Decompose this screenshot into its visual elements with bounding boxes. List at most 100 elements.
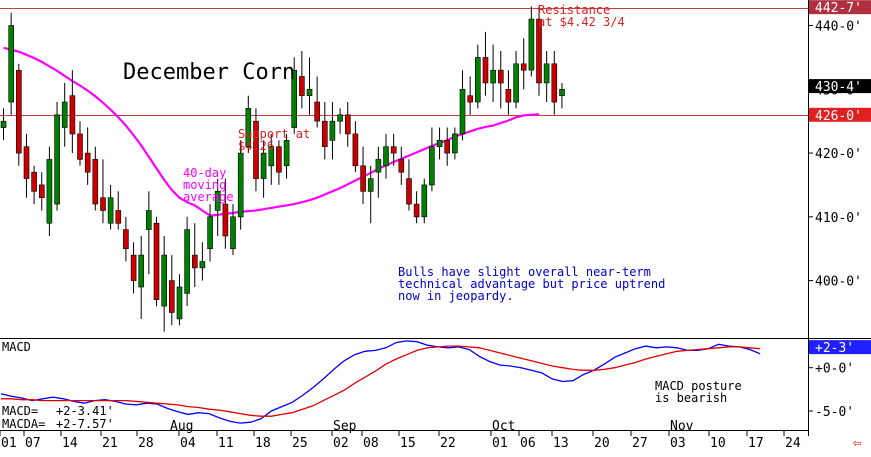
time-tick-label: 04 <box>180 436 196 451</box>
month-label: Nov <box>670 419 694 434</box>
macd-legend-value: +2-3.41' <box>56 404 114 418</box>
candle-body <box>61 101 68 128</box>
candle-body <box>146 210 152 230</box>
candle-69 <box>528 6 535 77</box>
price-tick-label: 420-0' <box>815 147 862 162</box>
candle-5 <box>38 172 45 211</box>
candle-body <box>474 57 481 103</box>
time-tick-label: 11 <box>218 436 234 451</box>
candle-body <box>276 146 282 173</box>
candle-3 <box>23 133 30 198</box>
candle-63 <box>482 31 489 96</box>
candle-body <box>482 57 489 84</box>
time-axis-labels: 01 07 14 21 28 04 11 18 25 02 08 15 22 01 06 13 20 27 03 10… <box>0 419 801 451</box>
candlestick-series <box>0 6 565 332</box>
candle-body <box>199 261 206 269</box>
candle-body <box>237 152 244 218</box>
outlook-note-line-2: technical advantage but price uptrend <box>398 277 665 291</box>
candle-body <box>490 69 496 84</box>
chart-title: December Corn <box>123 60 295 85</box>
time-tick-label: 01 <box>1 436 17 451</box>
candle-47 <box>360 146 366 205</box>
time-tick-label: 18 <box>255 436 271 451</box>
macd-legend-label: MACD= <box>2 404 38 418</box>
candle-10 <box>77 121 83 166</box>
candle-body <box>260 152 267 179</box>
candle-65 <box>497 51 504 109</box>
candle-body <box>375 159 382 173</box>
candle-body <box>306 89 313 97</box>
candle-27 <box>207 204 213 262</box>
month-label: Sep <box>333 419 357 434</box>
candle-66 <box>505 70 512 115</box>
macd-tick-label: +0-0' <box>815 362 854 377</box>
candle-body <box>153 222 160 300</box>
candle-body <box>360 165 366 192</box>
candle-52 <box>398 146 405 185</box>
price-tick-label: 410-0' <box>815 211 862 226</box>
time-tick-label: 14 <box>62 436 78 451</box>
candle-31 <box>237 140 244 230</box>
time-tick-label: 10 <box>710 436 726 451</box>
month-label: Oct <box>492 419 515 434</box>
price-tag-0: 442-7' <box>809 0 871 16</box>
candle-15 <box>115 191 122 230</box>
candle-body <box>505 89 512 103</box>
candle-body <box>176 286 183 320</box>
candle-20 <box>153 216 160 307</box>
candle-body <box>536 18 542 84</box>
candle-73 <box>559 82 565 109</box>
candle-24 <box>184 216 190 307</box>
price-tag-1-label: 430-4' <box>815 80 862 95</box>
candle-56 <box>429 127 435 192</box>
candle-body <box>520 63 527 71</box>
macd-tag-0-box <box>809 340 871 355</box>
time-tick-label: 25 <box>292 436 308 451</box>
time-tick-label: 24 <box>785 436 801 451</box>
candle-36 <box>276 140 282 185</box>
candle-29 <box>222 178 229 249</box>
price-tick-label: 440-0' <box>815 20 862 35</box>
candle-body <box>54 114 60 205</box>
time-tick-label: 28 <box>138 436 154 451</box>
time-tick-label: 07 <box>25 436 41 451</box>
macd-tag-0-label: +2-3' <box>815 341 854 356</box>
candle-body <box>100 197 106 211</box>
candle-57 <box>436 127 443 160</box>
candle-body <box>513 63 519 103</box>
candle-body <box>459 89 466 135</box>
time-tick-label: 01 <box>492 436 508 451</box>
candle-body <box>551 63 558 103</box>
candle-body <box>253 120 259 179</box>
candle-68 <box>520 38 527 90</box>
candle-body <box>138 254 144 288</box>
candle-body <box>169 280 175 313</box>
candle-32 <box>245 95 252 154</box>
candle-48 <box>367 165 374 224</box>
candle-body <box>528 18 535 71</box>
candle-60 <box>459 70 466 141</box>
scroll-left-arrow-icon[interactable]: ⇦ <box>853 435 861 451</box>
candle-58 <box>444 127 451 166</box>
candle-body <box>38 184 45 198</box>
candle-body <box>0 120 7 128</box>
candle-body <box>367 178 374 192</box>
candle-26 <box>199 242 206 281</box>
candle-body <box>69 95 76 135</box>
candle-body <box>559 89 565 97</box>
candle-body <box>329 120 336 141</box>
candle-49 <box>375 146 382 198</box>
price-tag-0-label: 442-7' <box>815 1 862 16</box>
macd-line <box>0 340 761 424</box>
candle-54 <box>413 191 420 224</box>
candle-14 <box>107 184 114 230</box>
macd-note-line-1: MACD posture <box>655 379 742 393</box>
candle-28 <box>214 178 221 236</box>
candle-body <box>497 69 504 84</box>
price-tag-2-label: 426-0' <box>815 109 862 124</box>
ma-note-line-2: moving <box>183 178 226 192</box>
candle-body <box>390 146 397 154</box>
candle-body <box>291 69 298 128</box>
time-tick-label: 17 <box>748 436 764 451</box>
